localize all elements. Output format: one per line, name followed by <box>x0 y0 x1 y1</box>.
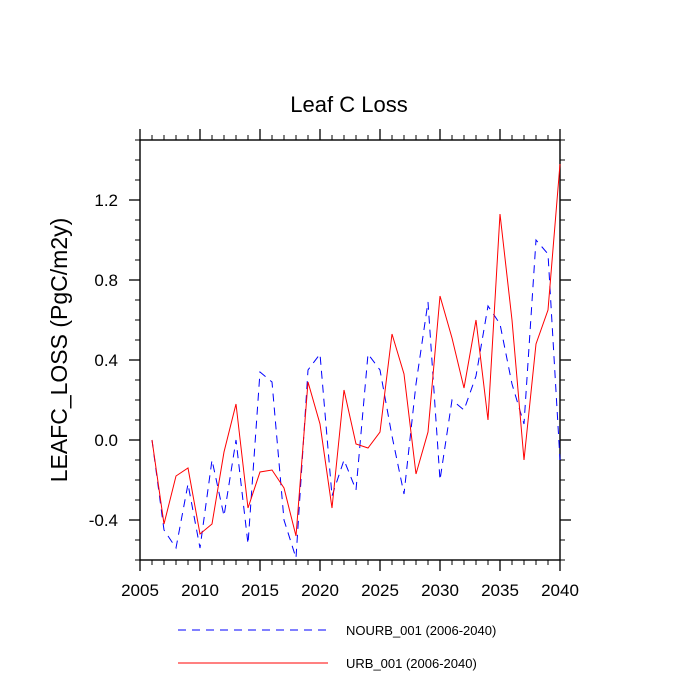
x-tick-label: 2005 <box>121 581 159 600</box>
x-tick-label: 2025 <box>361 581 399 600</box>
x-tick-label: 2030 <box>421 581 459 600</box>
series-line-1 <box>151 163 561 537</box>
y-axis-label: LEAFC_LOSS (PgC/m2y) <box>46 218 72 483</box>
axis-layer: 2005 2010 2015 2020 2025 2030 2035 2040 -0.4 0.0 0… <box>89 129 579 600</box>
y-tick-label: 0.8 <box>94 271 118 290</box>
y-tick-label: -0.4 <box>89 511 118 530</box>
series-line-0 <box>151 238 561 559</box>
x-tick-label: 2040 <box>541 581 579 600</box>
y-tick-label: 1.2 <box>94 191 118 210</box>
series-layer <box>151 163 561 559</box>
x-tick-label: 2035 <box>481 581 519 600</box>
x-tick-label: 2015 <box>241 581 279 600</box>
legend-label-1: URB_001 (2006-2040) <box>346 656 477 671</box>
legend: NOURB_001 (2006-2040) URB_001 (2006-2040) <box>178 623 496 671</box>
legend-label-0: NOURB_001 (2006-2040) <box>346 623 496 638</box>
x-tick-label: 2010 <box>181 581 219 600</box>
plot-frame <box>139 139 561 561</box>
chart-title: Leaf C Loss <box>290 92 407 117</box>
y-tick-label: 0.0 <box>94 431 118 450</box>
y-tick-label: 0.4 <box>94 351 118 370</box>
x-tick-label: 2020 <box>301 581 339 600</box>
